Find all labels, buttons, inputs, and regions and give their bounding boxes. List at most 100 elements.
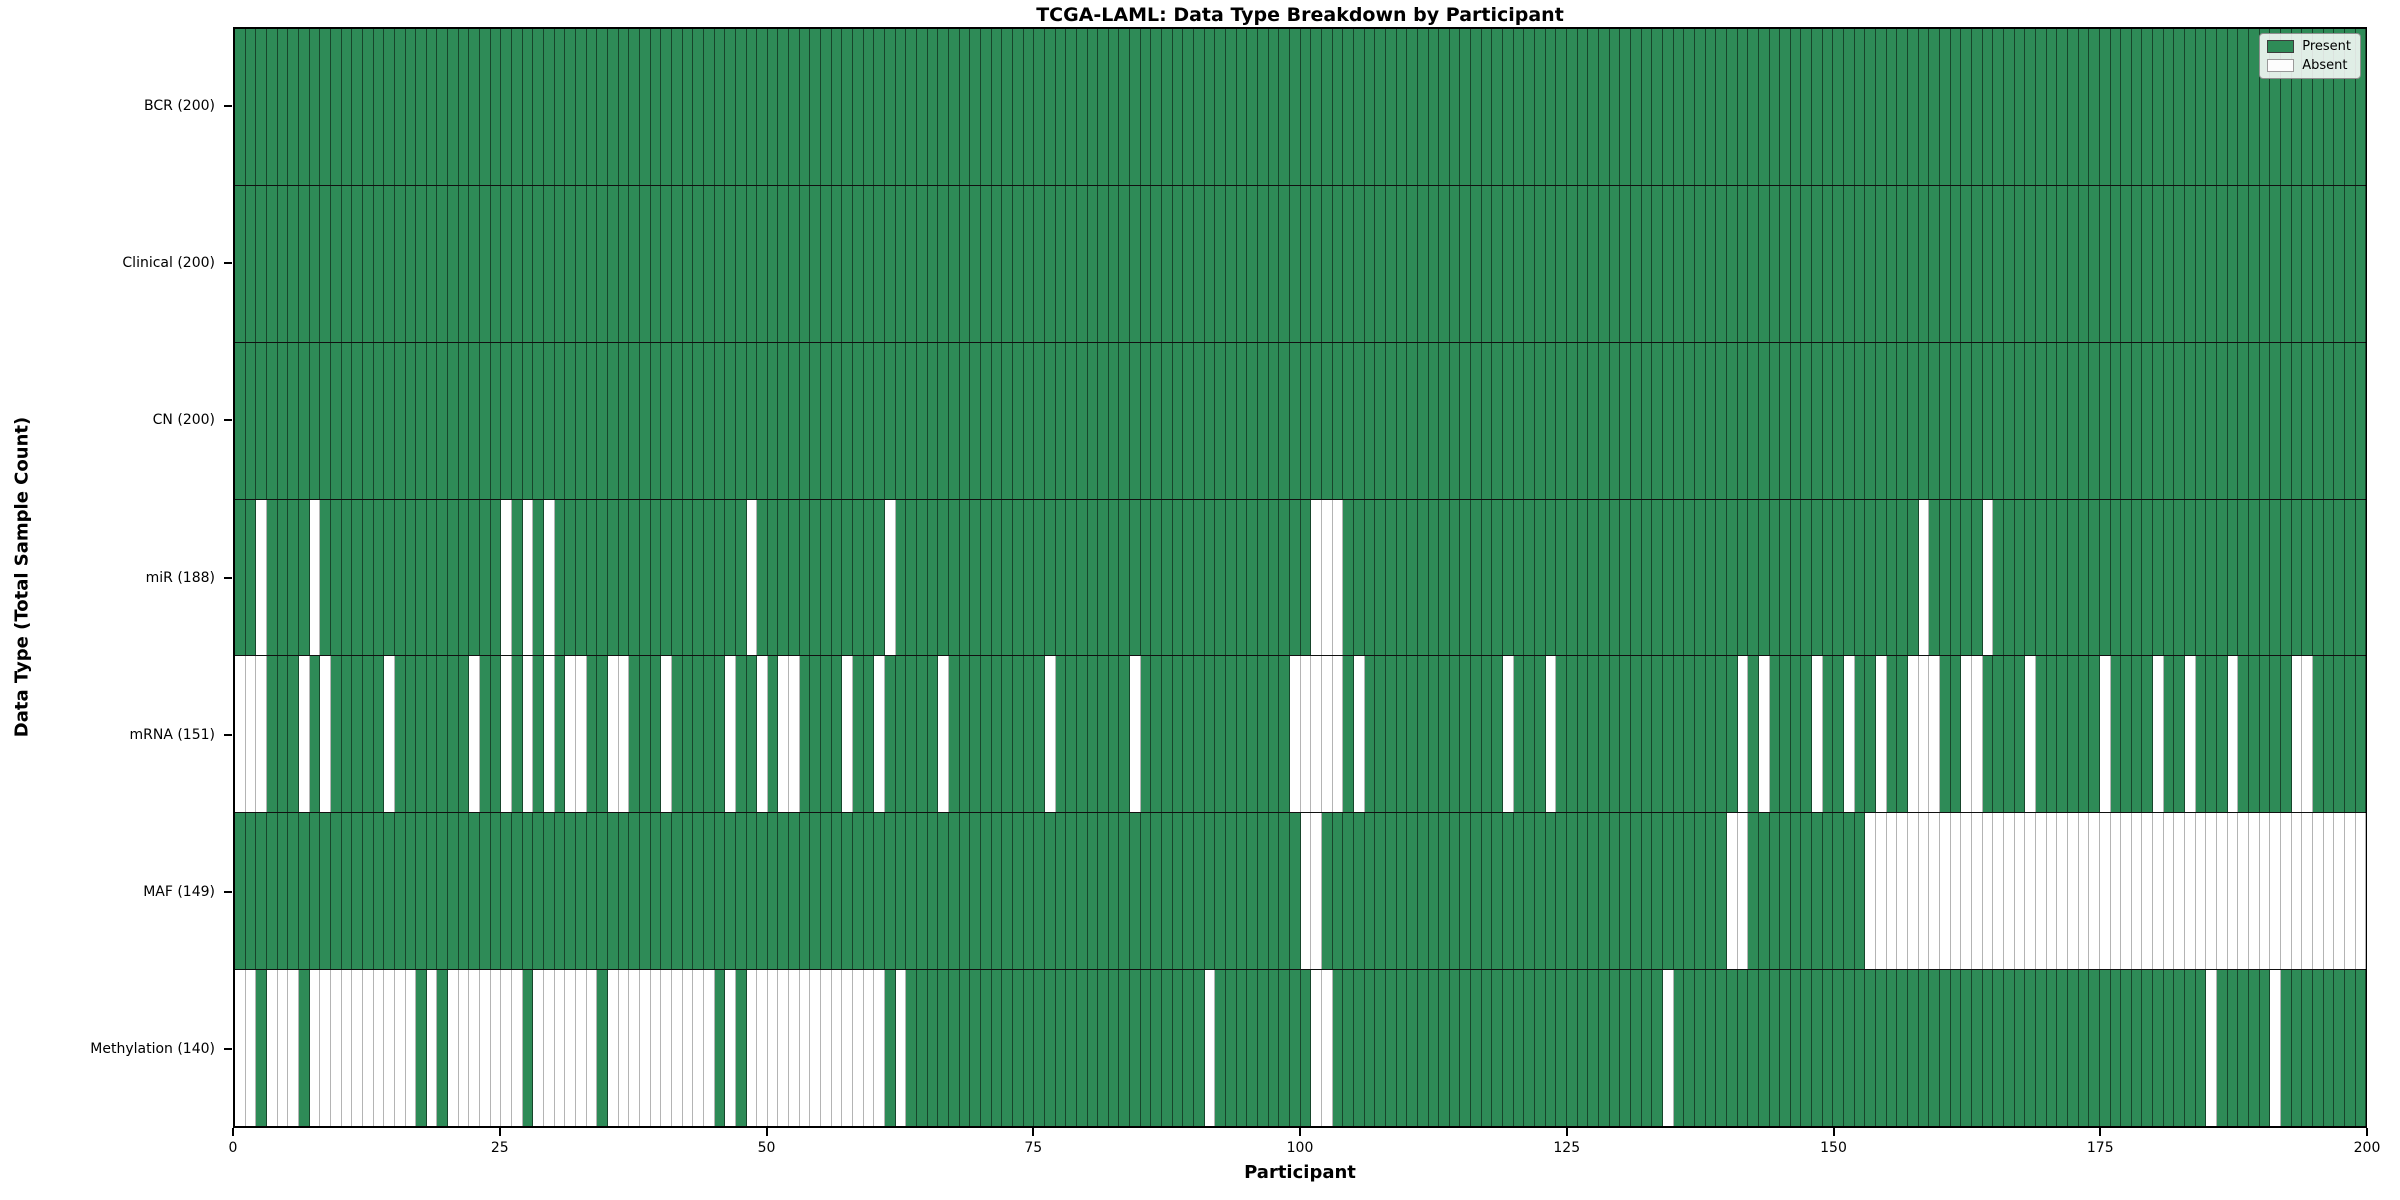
cell <box>874 656 886 813</box>
cell <box>2025 499 2036 656</box>
cell <box>2195 342 2207 499</box>
cell <box>2003 813 2015 970</box>
cell <box>544 499 555 656</box>
cell <box>2185 813 2196 970</box>
present-swatch-icon <box>2267 40 2295 53</box>
cell <box>565 29 576 185</box>
cell <box>298 29 310 185</box>
cell <box>1567 656 1578 813</box>
cell <box>906 813 917 970</box>
cell <box>277 656 289 813</box>
cell <box>522 29 534 185</box>
cell <box>501 499 513 656</box>
cell <box>1247 813 1258 970</box>
cell <box>810 29 822 185</box>
cell <box>1172 813 1184 970</box>
cell <box>980 342 992 499</box>
cell <box>1343 813 1354 970</box>
cell <box>245 342 257 499</box>
cell <box>2312 29 2324 185</box>
cell <box>437 656 449 813</box>
cell <box>277 813 289 970</box>
cell <box>895 342 907 499</box>
cell <box>1812 185 1823 342</box>
cell <box>885 813 896 970</box>
cell <box>565 499 576 656</box>
cell <box>1801 813 1813 970</box>
cell <box>1098 29 1109 185</box>
cell <box>2089 813 2100 970</box>
cell <box>1460 656 1472 813</box>
cell <box>1439 813 1450 970</box>
cell <box>1439 29 1450 185</box>
cell <box>2323 29 2335 185</box>
cell <box>693 342 704 499</box>
cell <box>959 499 971 656</box>
cell <box>597 656 608 813</box>
cell <box>1140 185 1152 342</box>
cell <box>1726 813 1738 970</box>
cell <box>1151 499 1163 656</box>
cell <box>416 970 427 1127</box>
cell <box>1119 499 1131 656</box>
cell <box>1481 970 1493 1127</box>
cell <box>1396 185 1408 342</box>
cell <box>714 185 726 342</box>
cell <box>778 499 790 656</box>
cell <box>2014 656 2026 813</box>
cell <box>1300 342 1312 499</box>
cell <box>885 499 896 656</box>
cell <box>235 185 246 342</box>
cell <box>544 656 555 813</box>
cell <box>384 813 395 970</box>
cell <box>1716 185 1727 342</box>
cell <box>2227 342 2239 499</box>
cell <box>298 342 310 499</box>
cell <box>1087 813 1099 970</box>
cell <box>1833 185 1845 342</box>
cell <box>821 29 832 185</box>
cell <box>1737 29 1749 185</box>
cell <box>330 813 342 970</box>
cell <box>2067 499 2079 656</box>
cell <box>1396 29 1408 185</box>
cell <box>384 342 395 499</box>
cell <box>288 342 299 499</box>
cell <box>320 499 331 656</box>
cell <box>906 342 917 499</box>
cell <box>1822 970 1834 1127</box>
cell <box>1812 813 1823 970</box>
cell <box>1684 499 1695 656</box>
cell <box>384 29 395 185</box>
cell <box>927 656 939 813</box>
cell <box>458 656 470 813</box>
cell <box>1066 29 1077 185</box>
cell <box>512 813 523 970</box>
cell <box>1886 813 1898 970</box>
cell <box>266 499 278 656</box>
cell <box>2259 185 2271 342</box>
cell <box>1034 656 1045 813</box>
cell <box>298 813 310 970</box>
cell <box>554 185 566 342</box>
cell <box>2142 342 2154 499</box>
cell <box>1748 342 1759 499</box>
cell <box>2025 970 2036 1127</box>
cell <box>1055 342 1067 499</box>
row-band-Clinical <box>235 185 2367 343</box>
cell <box>1652 656 1663 813</box>
cell <box>597 813 608 970</box>
cell <box>1023 970 1035 1127</box>
cell <box>1940 813 1951 970</box>
cell <box>1140 813 1152 970</box>
cell <box>2323 656 2335 813</box>
cell <box>980 813 992 970</box>
cell <box>778 813 790 970</box>
cell <box>2153 970 2164 1127</box>
cell <box>1790 342 1802 499</box>
cell <box>565 342 576 499</box>
cell <box>1545 342 1557 499</box>
cell <box>426 499 438 656</box>
cell <box>671 185 683 342</box>
cell <box>789 342 800 499</box>
